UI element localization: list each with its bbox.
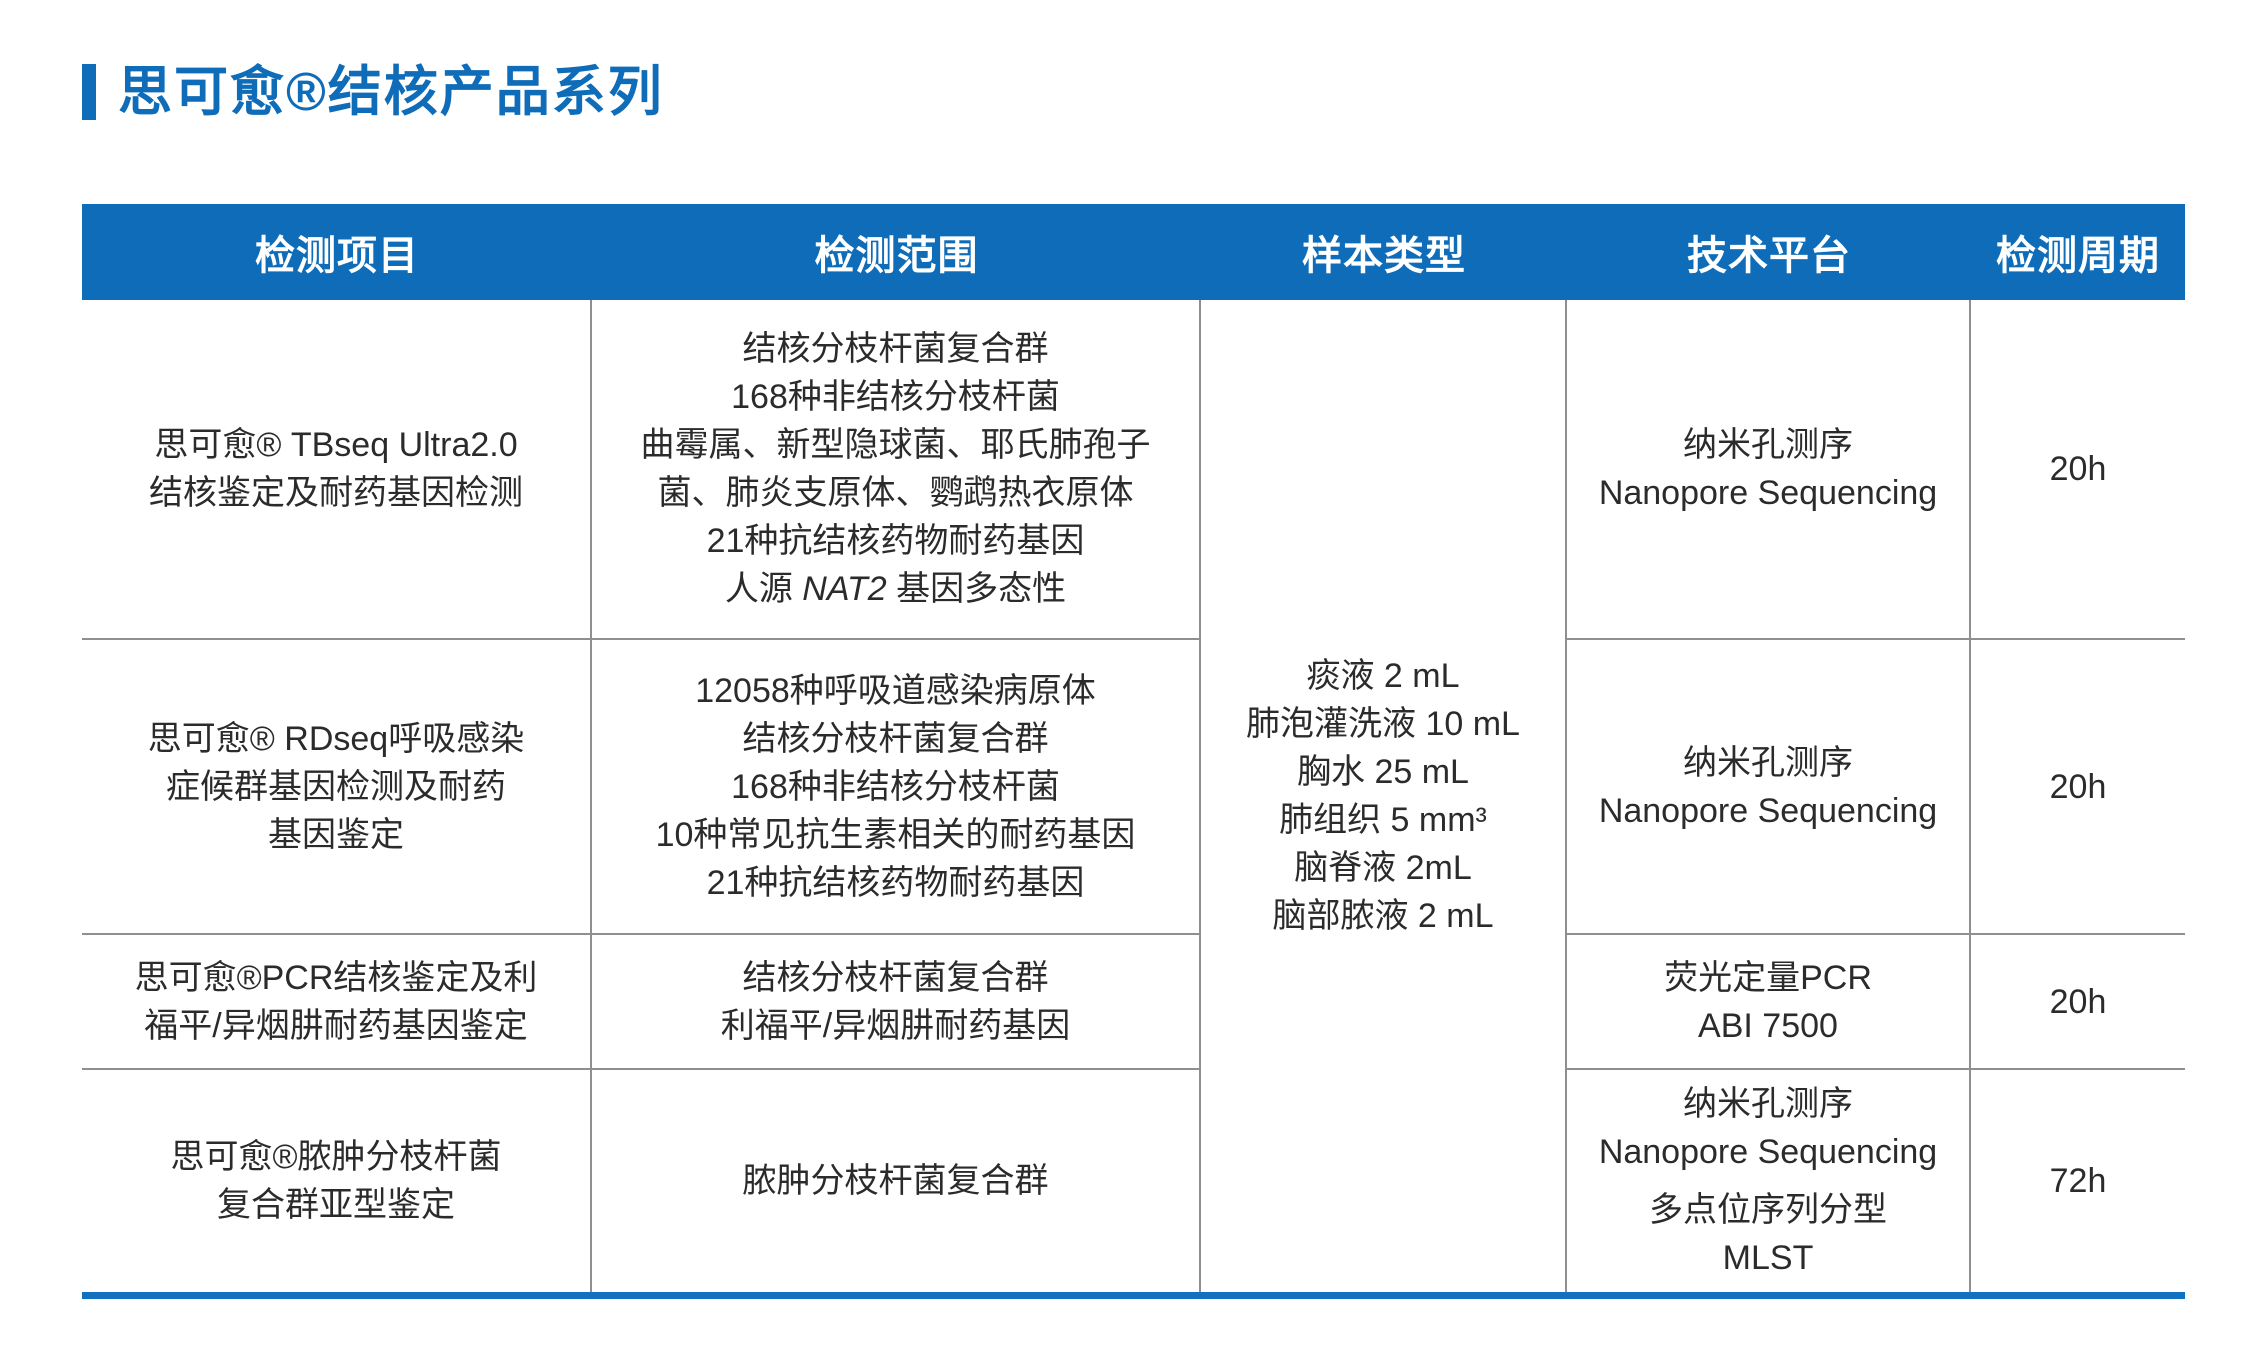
header-turnaround: 检测周期 — [1996, 234, 2160, 278]
cell-line: 复合群亚型鉴定 — [217, 1186, 455, 1224]
cell-line: 168种非结核分枝杆菌 — [731, 767, 1060, 806]
cell-platform-row2: 纳米孔测序 Nanopore Sequencing — [1567, 640, 1971, 935]
cell-line: 168种非结核分枝杆菌 — [731, 378, 1060, 416]
nat2-suffix: 基因多态性 — [886, 570, 1067, 608]
cell-turnaround-row3: 20h — [1971, 935, 2185, 1070]
cell-line: 结核分枝杆菌复合群 — [742, 330, 1049, 368]
cell-line: 21种抗结核药物耐药基因 — [706, 863, 1085, 902]
cell-line: Nanopore Sequencing — [1598, 1133, 1938, 1171]
cell-line: 利福平/异烟肼耐药基因 — [720, 1006, 1071, 1045]
cell-line: ABI 7500 — [1698, 1006, 1838, 1045]
cell-line: 结核鉴定及耐药基因检测 — [149, 474, 523, 512]
page-title: 思可愈®结核产品系列 — [118, 62, 664, 122]
table-header-row: 检测项目 检测范围 样本类型 技术平台 检测周期 — [82, 204, 2185, 300]
cell-platform-row4: 纳米孔测序 Nanopore Sequencing 多点位序列分型 MLST — [1567, 1070, 1971, 1292]
cell-line: 脓肿分枝杆菌复合群 — [742, 1162, 1049, 1200]
project-lines: 思可愈® RDseq呼吸感染 症候群基因检测及耐药 基因鉴定 — [148, 715, 524, 859]
cell-line: 思可愈® RDseq呼吸感染 — [147, 719, 525, 758]
cell-platform-row1: 纳米孔测序 Nanopore Sequencing — [1567, 300, 1971, 640]
cell-project-row4: 思可愈®脓肿分枝杆菌 复合群亚型鉴定 — [82, 1070, 592, 1292]
cell-line: 纳米孔测序 — [1683, 426, 1853, 464]
cell-line: 脑脊液 2mL — [1294, 849, 1472, 887]
cell-line: 思可愈®PCR结核鉴定及利 — [134, 958, 538, 997]
cell-turnaround-row4: 72h — [2049, 1162, 2107, 1200]
header-scope: 检测范围 — [814, 234, 979, 278]
cell-line: 纳米孔测序 — [1683, 743, 1853, 782]
cell-sample-type-merged: 痰液 2 mL 肺泡灌洗液 10 mL 胸水 25 mL 肺组织 5 mm³ 脑脊液 2… — [1201, 300, 1567, 1292]
cell-line: Nanopore Sequencing — [1598, 474, 1938, 512]
cell-scope-row1: 结核分枝杆菌复合群 168种非结核分枝杆菌曲霉属、新型隐球菌、耶氏肺孢子 菌、肺炎支… — [592, 300, 1201, 640]
nat2-gene: NAT2 — [802, 570, 887, 608]
cell-line: Nanopore Sequencing — [1598, 791, 1938, 830]
cell-line: 21种抗结核药物耐药基因 — [706, 522, 1085, 560]
cell-line: 多点位序列分型 — [1649, 1191, 1887, 1229]
scope-lines: 脓肿分枝杆菌复合群 — [743, 1157, 1049, 1205]
cell-line: 脑部脓液 2 mL — [1272, 897, 1494, 935]
cell-line: 思可愈®脓肿分枝杆菌 — [170, 1138, 502, 1176]
project-lines: 思可愈®PCR结核鉴定及利 福平/异烟肼耐药基因鉴定 — [135, 954, 538, 1050]
cell-line: 思可愈® TBseq Ultra2.0 — [154, 426, 518, 464]
scope-lines: 结核分枝杆菌复合群 利福平/异烟肼耐药基因 — [721, 954, 1070, 1050]
cell-scope-row2: 12058种呼吸道感染病原体 结核分枝杆菌复合群 168种非结核分枝杆菌 10种常见抗… — [592, 640, 1201, 935]
cell-line: 症候群基因检测及耐药 — [166, 767, 506, 806]
project-lines: 思可愈®脓肿分枝杆菌 复合群亚型鉴定 — [170, 1133, 501, 1229]
cell-line: 福平/异烟肼耐药基因鉴定 — [144, 1006, 528, 1045]
cell-line: 肺组织 5 mm³ — [1279, 801, 1487, 839]
cell-line: 荧光定量PCR — [1664, 958, 1872, 997]
cell-line: MLST — [1722, 1239, 1814, 1277]
cell-line: 结核分枝杆菌复合群 — [742, 958, 1049, 997]
cell-line: 基因鉴定 — [268, 815, 404, 854]
cell-scope-row4: 脓肿分枝杆菌复合群 — [592, 1070, 1201, 1292]
platform-lines: 纳米孔测序 Nanopore Sequencing — [1599, 1080, 1937, 1176]
project-lines: 思可愈® TBseq Ultra2.0 结核鉴定及耐药基因检测 — [149, 421, 523, 517]
platform-lines: 纳米孔测序 Nanopore Sequencing — [1599, 421, 1937, 517]
cell-scope-row3: 结核分枝杆菌复合群 利福平/异烟肼耐药基因 — [592, 935, 1201, 1070]
cell-project-row2: 思可愈® RDseq呼吸感染 症候群基因检测及耐药 基因鉴定 — [82, 640, 592, 935]
cell-line: 12058种呼吸道感染病原体 — [695, 671, 1096, 710]
table-bottom-rule — [82, 1292, 2185, 1299]
scope-nat2-line: 人源 NAT2 基因多态性 — [725, 565, 1066, 613]
scope-lines: 12058种呼吸道感染病原体 结核分枝杆菌复合群 168种非结核分枝杆菌 10种常见抗… — [656, 667, 1136, 907]
title-accent-bar — [82, 64, 96, 120]
platform-lines: 纳米孔测序 Nanopore Sequencing — [1599, 739, 1937, 835]
cell-turnaround-row1: 20h — [1971, 300, 2185, 640]
cell-line: 痰液 2 mL — [1306, 657, 1460, 695]
product-table: 检测项目 检测范围 样本类型 技术平台 检测周期 思可愈® TBseq Ultr… — [82, 204, 2185, 1299]
scope-lines: 结核分枝杆菌复合群 168种非结核分枝杆菌曲霉属、新型隐球菌、耶氏肺孢子 菌、肺炎支… — [641, 325, 1151, 565]
table-body: 思可愈® TBseq Ultra2.0 结核鉴定及耐药基因检测 结核分枝杆菌复合群… — [82, 300, 2185, 1292]
platform-lines: 荧光定量PCR ABI 7500 — [1664, 954, 1872, 1050]
header-sample-type: 样本类型 — [1302, 234, 1466, 278]
nat2-prefix: 人源 — [724, 570, 803, 608]
header-platform: 技术平台 — [1687, 234, 1851, 278]
page-title-row: 思可愈®结核产品系列 — [82, 62, 664, 122]
cell-line: 结核分枝杆菌复合群 — [742, 719, 1049, 758]
cell-line: 胸水 25 mL — [1297, 753, 1469, 791]
platform-extra-lines: 多点位序列分型 MLST — [1649, 1186, 1887, 1282]
cell-line: 肺泡灌洗液 10 mL — [1246, 705, 1520, 743]
cell-project-row3: 思可愈®PCR结核鉴定及利 福平/异烟肼耐药基因鉴定 — [82, 935, 592, 1070]
cell-project-row1: 思可愈® TBseq Ultra2.0 结核鉴定及耐药基因检测 — [82, 300, 592, 640]
cell-platform-row3: 荧光定量PCR ABI 7500 — [1567, 935, 1971, 1070]
cell-line: 10种常见抗生素相关的耐药基因 — [655, 815, 1136, 854]
sample-type-lines: 痰液 2 mL 肺泡灌洗液 10 mL 胸水 25 mL 肺组织 5 mm³ 脑脊液 2… — [1246, 652, 1520, 940]
header-project: 检测项目 — [255, 234, 419, 278]
cell-line: 纳米孔测序 — [1683, 1085, 1853, 1123]
cell-turnaround-row2: 20h — [1971, 640, 2185, 935]
cell-line: 曲霉属、新型隐球菌、耶氏肺孢子 — [640, 426, 1151, 464]
cell-line: 菌、肺炎支原体、鹦鹉热衣原体 — [657, 474, 1134, 512]
